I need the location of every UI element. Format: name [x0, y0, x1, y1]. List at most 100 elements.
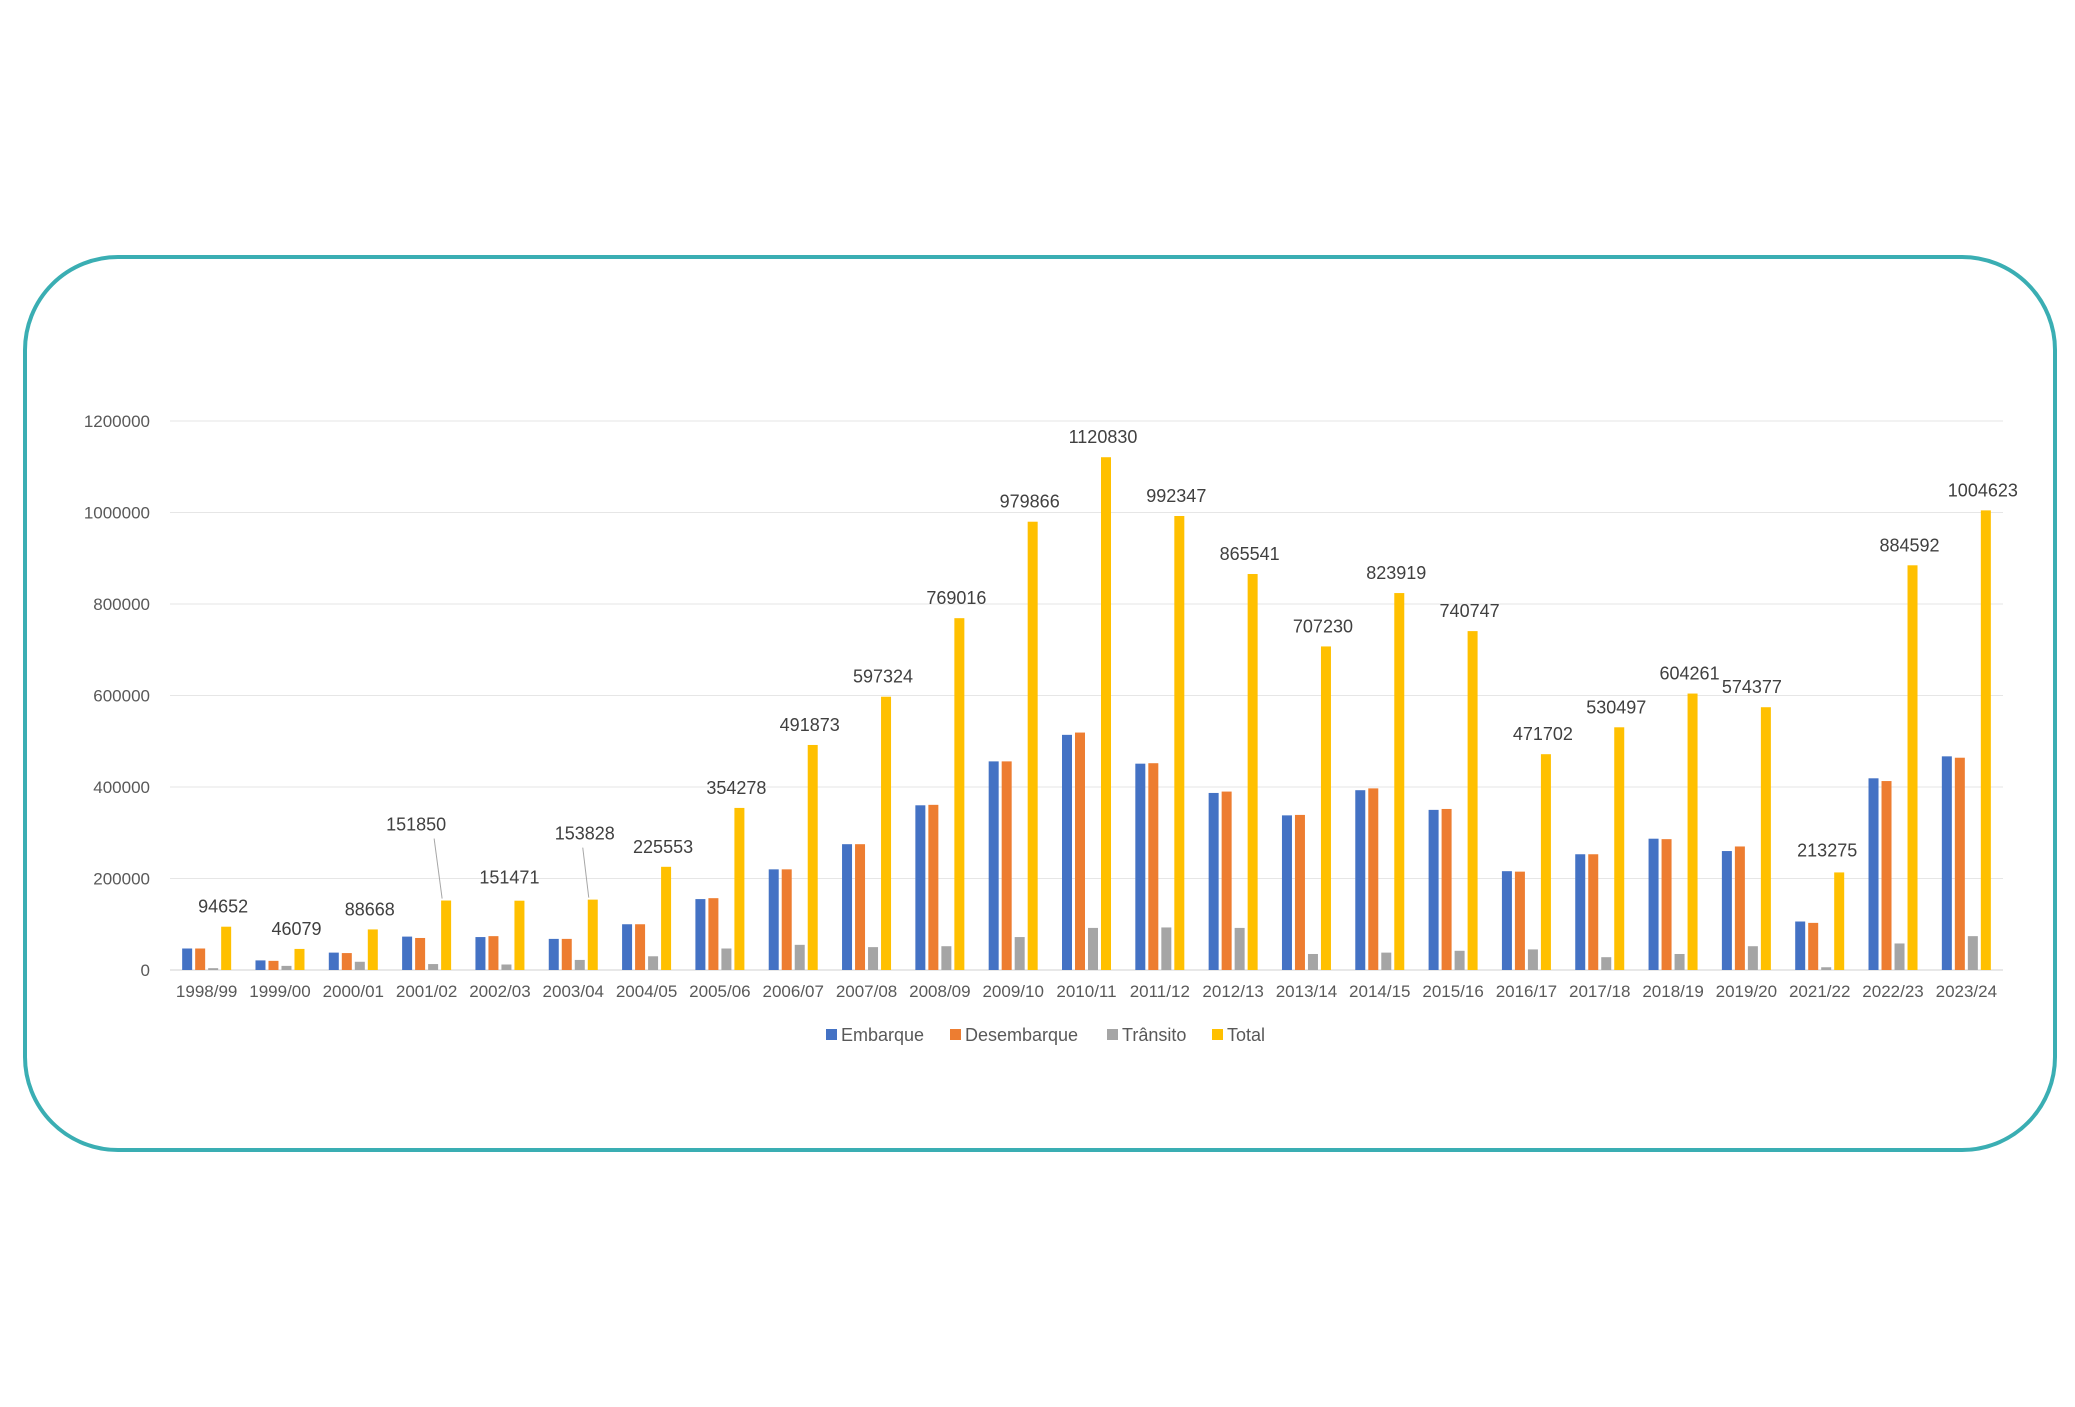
data-label: 354278 [706, 778, 766, 798]
bar-trnsito [428, 964, 439, 970]
data-label: 471702 [1513, 724, 1573, 744]
x-tick-label: 2023/24 [1936, 982, 1997, 1001]
bar-embarque [1281, 815, 1292, 970]
bar-embarque [182, 948, 193, 970]
bar-desembarque [1588, 854, 1599, 970]
bar-total [661, 866, 672, 970]
data-label: 153828 [555, 824, 615, 844]
bar-total [1174, 516, 1185, 970]
bar-desembarque [1441, 808, 1452, 970]
bar-desembarque [1294, 814, 1305, 970]
y-tick-label: 1000000 [84, 504, 150, 523]
bar-desembarque [195, 948, 206, 970]
bar-trnsito [648, 956, 659, 970]
bar-trnsito [1967, 936, 1978, 970]
legend-label: Embarque [841, 1025, 924, 1045]
x-tick-label: 2005/06 [689, 982, 750, 1001]
leader-line [433, 838, 443, 899]
data-label: 94652 [198, 897, 248, 917]
bar-embarque [1062, 734, 1072, 970]
data-label: 225553 [633, 837, 693, 857]
bar-embarque [1868, 778, 1879, 970]
y-tick-label: 1200000 [84, 412, 150, 431]
bar-total [1687, 693, 1698, 970]
bar-embarque [1795, 921, 1806, 970]
x-tick-label: 2000/01 [323, 982, 384, 1001]
x-tick-label: 1998/99 [176, 982, 237, 1001]
x-tick-label: 2017/18 [1569, 982, 1630, 1001]
bar-embarque [1575, 854, 1586, 970]
bar-total [221, 926, 232, 970]
legend-swatch [1107, 1029, 1118, 1040]
y-tick-label: 600000 [93, 687, 150, 706]
bar-embarque [988, 761, 999, 970]
bar-total [1027, 521, 1038, 970]
bar-total [1101, 457, 1111, 970]
data-label: 574377 [1722, 677, 1782, 697]
bar-embarque [1135, 763, 1146, 970]
data-label: 597324 [853, 667, 913, 687]
bar-embarque [1648, 838, 1659, 970]
x-tick-label: 2011/12 [1130, 982, 1190, 1001]
bar-trnsito [1161, 927, 1172, 970]
x-tick-label: 1999/00 [249, 982, 310, 1001]
x-tick-label: 2003/04 [543, 982, 604, 1001]
x-axis: 1998/99 1999/00 2000/01 2001/02 2002/03 2003/… [176, 982, 1997, 1001]
bar-desembarque [1001, 761, 1012, 970]
bar-trnsito [1088, 927, 1098, 970]
x-tick-label: 2009/10 [982, 982, 1043, 1001]
bar-desembarque [708, 898, 719, 970]
bar-total [1980, 510, 1991, 970]
data-label: 884592 [1879, 535, 1939, 555]
bar-trnsito [868, 947, 879, 970]
data-label: 46079 [271, 919, 321, 939]
bar-total [1760, 707, 1771, 970]
bar-total [1907, 565, 1918, 970]
data-label: 530497 [1586, 697, 1646, 717]
legend-label: Trânsito [1122, 1025, 1186, 1045]
data-label: 88668 [345, 899, 395, 919]
x-tick-label: 2007/08 [836, 982, 897, 1001]
bar-trnsito [574, 959, 585, 970]
chart-frame [23, 255, 2057, 1152]
bar-desembarque [1661, 839, 1672, 970]
x-tick-label: 2018/19 [1642, 982, 1703, 1001]
bar-total [1614, 727, 1625, 970]
bar-trnsito [1821, 967, 1832, 970]
bar-desembarque [1075, 732, 1085, 970]
x-tick-label: 2004/05 [616, 982, 677, 1001]
bar-embarque [622, 924, 633, 970]
y-tick-label: 400000 [93, 778, 150, 797]
bar-total [441, 900, 452, 970]
data-label: 151850 [386, 815, 446, 835]
data-label: 151471 [479, 868, 539, 888]
bar-embarque [695, 899, 706, 970]
bar-embarque [255, 960, 266, 970]
bar-embarque [548, 938, 559, 970]
bar-total [514, 900, 525, 970]
data-label: 740747 [1440, 601, 1500, 621]
bar-embarque [1941, 756, 1952, 970]
bar-desembarque [635, 924, 646, 970]
legend-swatch [1212, 1029, 1223, 1040]
bar-desembarque [781, 869, 792, 970]
bar-trnsito [354, 961, 365, 970]
legend-label: Desembarque [965, 1025, 1078, 1045]
x-tick-label: 2002/03 [469, 982, 530, 1001]
x-tick-label: 2016/17 [1496, 982, 1557, 1001]
legend-swatch [950, 1029, 961, 1040]
bar-trnsito [1674, 953, 1685, 970]
bar-total [1247, 574, 1258, 970]
bars [182, 457, 1991, 970]
bar-trnsito [1894, 943, 1905, 970]
x-tick-label: 2001/02 [396, 982, 457, 1001]
bar-total [734, 807, 745, 970]
bar-embarque [915, 805, 926, 970]
data-label: 707230 [1293, 616, 1353, 636]
bar-embarque [768, 869, 779, 970]
data-label: 1120830 [1069, 427, 1138, 447]
x-tick-label: 2022/23 [1862, 982, 1923, 1001]
bar-total [1540, 754, 1551, 970]
bar-desembarque [1221, 791, 1232, 970]
